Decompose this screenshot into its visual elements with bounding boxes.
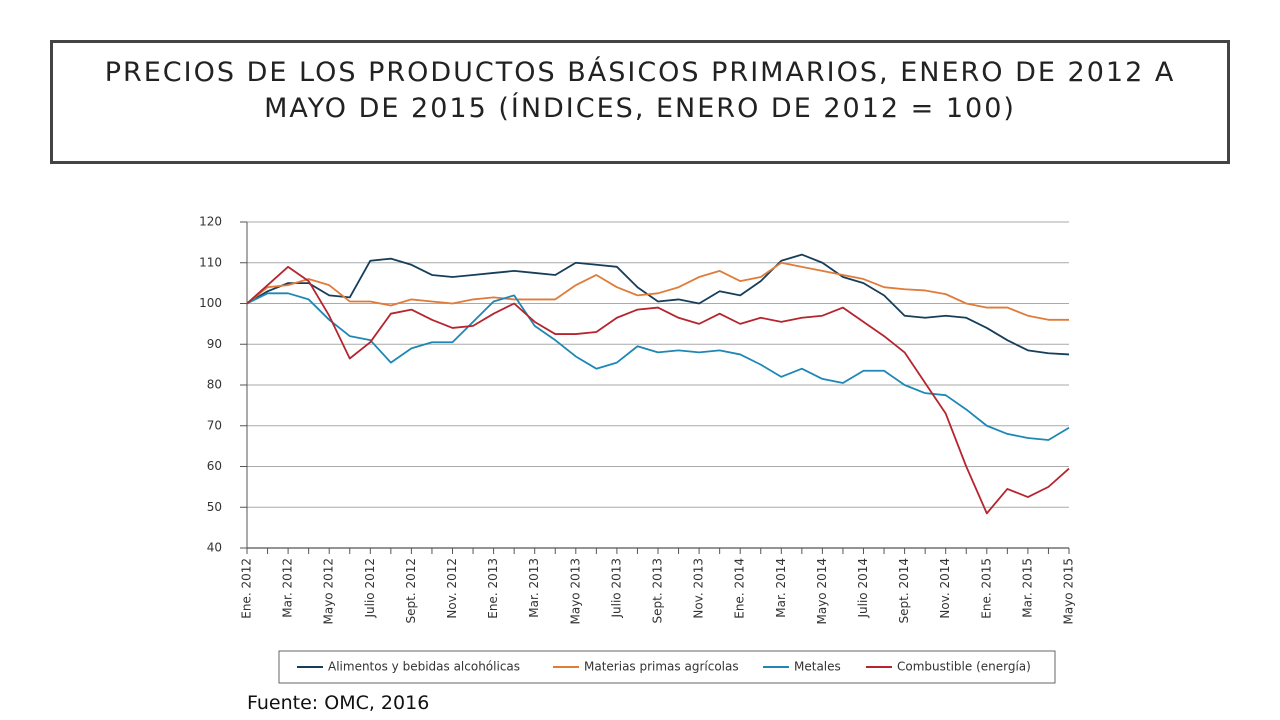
x-tick-label: Sept. 2012 [404,558,418,624]
x-tick-label: Julio 2012 [363,558,377,619]
y-tick-label: 110 [199,255,222,269]
x-tick-label: Sept. 2013 [651,558,665,624]
x-tick-label: Ene. 2015 [979,558,993,619]
legend-label: Metales [794,660,841,674]
legend-label: Combustible (energía) [897,660,1031,674]
y-tick-label: 40 [207,541,222,555]
x-tick-label: Julio 2013 [609,558,623,619]
x-tick-label: Sept. 2014 [897,558,911,624]
x-tick-label: Mar. 2015 [1020,558,1034,618]
y-tick-label: 120 [199,215,222,229]
x-tick-label: Mayo 2015 [1062,558,1076,625]
x-tick-label: Mar. 2012 [281,558,295,618]
y-tick-label: 70 [207,418,222,432]
y-tick-label: 80 [207,378,222,392]
x-tick-label: Ene. 2013 [486,558,500,619]
x-tick-label: Nov. 2014 [938,558,952,619]
series-line [246,261,1069,321]
x-tick-label: Mayo 2014 [815,558,829,625]
x-tick-label: Ene. 2012 [240,558,254,619]
y-tick-label: 100 [199,296,222,310]
x-tick-label: Mayo 2013 [568,558,582,625]
x-tick-label: Mar. 2013 [527,558,541,618]
legend-label: Materias primas agrícolas [584,660,739,674]
chart-title: PRECIOS DE LOS PRODUCTOS BÁSICOS PRIMARI… [104,57,1176,124]
x-tick-label: Mayo 2012 [322,558,336,625]
y-tick-label: 60 [207,459,222,473]
legend-box [278,650,1056,684]
y-tick-label: 90 [207,337,222,351]
x-tick-label: Ene. 2014 [733,558,747,619]
x-tick-label: Nov. 2013 [692,558,706,619]
x-tick-label: Nov. 2012 [445,558,459,619]
x-tick-label: Mar. 2014 [774,558,788,618]
series-line [246,253,1070,356]
title-box: PRECIOS DE LOS PRODUCTOS BÁSICOS PRIMARI… [50,40,1230,164]
legend-label: Alimentos y bebidas alcohólicas [328,660,520,674]
source: Fuente: OMC, 2016 [247,692,430,714]
y-tick-label: 50 [207,500,222,514]
series-line [246,265,1070,515]
x-tick-label: Julio 2014 [856,558,870,619]
